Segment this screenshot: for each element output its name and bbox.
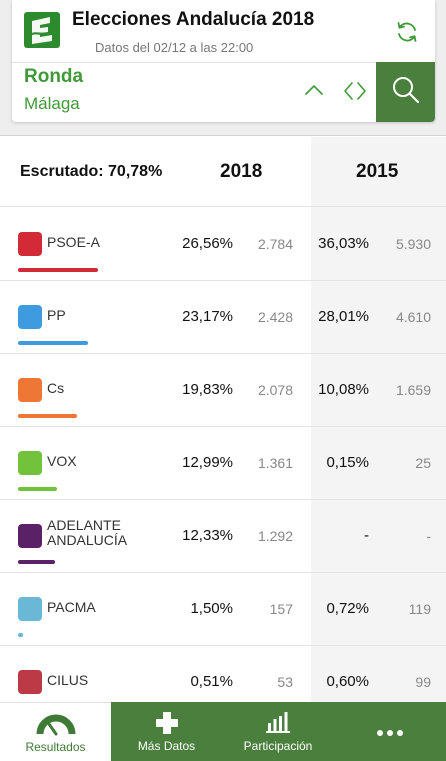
percent-2015: 28,01% — [318, 308, 369, 325]
party-row[interactable]: VOX 12,99% 1.361 0,15% 25 — [0, 427, 446, 500]
nav-resultados[interactable]: Resultados — [0, 702, 111, 761]
party-name: PSOE-A — [47, 234, 100, 250]
party-name: PP — [47, 307, 66, 323]
party-name: Cs — [47, 380, 65, 396]
votes-2018: 1.361 — [257, 455, 293, 471]
votes-2018: 53 — [277, 674, 293, 690]
code-arrows-icon[interactable] — [342, 78, 368, 104]
party-vote-bar — [18, 633, 23, 637]
nav-participacion[interactable]: Participación — [222, 702, 334, 761]
percent-2018: 0,51% — [190, 673, 233, 690]
votes-2015: 1.659 — [395, 382, 431, 398]
party-row[interactable]: ADELANTE ANDALUCÍA 12,33% 1.292 - - — [0, 500, 446, 573]
percent-2018: 26,56% — [182, 235, 233, 252]
escrutado-value: 70,78% — [108, 163, 163, 180]
bar-chart-icon — [265, 711, 291, 738]
party-color-swatch — [18, 524, 42, 548]
percent-2015: 0,15% — [326, 454, 369, 471]
chevron-up-icon[interactable] — [302, 78, 326, 102]
app-title: Elecciones Andalucía 2018 — [72, 9, 315, 30]
party-vote-bar — [18, 560, 55, 564]
party-color-swatch — [18, 451, 42, 475]
votes-2015: 25 — [415, 455, 431, 471]
percent-2015: 10,08% — [318, 381, 369, 398]
party-color-swatch — [18, 597, 42, 621]
votes-2018: 1.292 — [257, 528, 293, 544]
header-top: Elecciones Andalucía 2018 Datos del 02/1… — [12, 0, 435, 62]
refresh-icon[interactable] — [393, 18, 421, 46]
year-2018-header[interactable]: 2018 — [220, 161, 263, 182]
year-2015-header[interactable]: 2015 — [356, 161, 399, 182]
party-color-swatch — [18, 670, 42, 694]
percent-2015: 36,03% — [318, 235, 369, 252]
party-name: ADELANTE ANDALUCÍA — [47, 517, 128, 548]
votes-2018: 157 — [269, 601, 293, 617]
party-row[interactable]: Cs 19,83% 2.078 10,08% 1.659 — [0, 354, 446, 427]
percent-2018: 23,17% — [182, 308, 233, 325]
percent-2018: 19,83% — [182, 381, 233, 398]
percent-2015: - — [364, 527, 369, 544]
bottom-nav: Resultados Más Datos Participación — [0, 702, 446, 761]
party-vote-bar — [18, 341, 88, 345]
nav-label: Participación — [243, 739, 313, 753]
party-row[interactable]: PACMA 1,50% 157 0,72% 119 — [0, 573, 446, 646]
party-vote-bar — [18, 414, 77, 418]
party-color-swatch — [18, 232, 42, 256]
escrutado-summary: Escrutado: 70,78% — [20, 163, 162, 181]
votes-2015: 99 — [415, 674, 431, 690]
votes-2015: 4.610 — [395, 309, 431, 325]
location-province[interactable]: Málaga — [24, 94, 80, 113]
votes-2018: 2.078 — [257, 382, 293, 398]
party-row[interactable]: PP 23,17% 2.428 28,01% 4.610 — [0, 281, 446, 354]
votes-2018: 2.784 — [257, 236, 293, 252]
table-header: Escrutado: 70,78% 2018 2015 — [0, 137, 446, 207]
search-icon — [390, 74, 422, 111]
more-dots-icon — [376, 724, 404, 742]
party-name: VOX — [47, 453, 77, 469]
party-color-swatch — [18, 305, 42, 329]
percent-2015: 0,60% — [326, 673, 369, 690]
location-city[interactable]: Ronda — [24, 66, 84, 87]
header-card: Elecciones Andalucía 2018 Datos del 02/1… — [12, 0, 435, 122]
nav-more[interactable] — [334, 702, 446, 761]
gauge-icon — [36, 712, 76, 741]
party-vote-bar — [18, 487, 57, 491]
data-timestamp: Datos del 02/12 a las 22:00 — [95, 40, 254, 55]
nav-label: Más Datos — [137, 739, 196, 753]
plus-icon — [155, 711, 179, 740]
party-name: CILUS — [47, 672, 89, 688]
percent-2018: 1,50% — [190, 600, 233, 617]
nav-mas-datos[interactable]: Más Datos — [111, 702, 222, 761]
nav-label: Resultados — [25, 740, 86, 754]
percent-2018: 12,99% — [182, 454, 233, 471]
search-button[interactable] — [376, 62, 435, 122]
party-vote-bar — [18, 268, 98, 272]
party-color-swatch — [18, 378, 42, 402]
party-row[interactable]: PSOE-A 26,56% 2.784 36,03% 5.930 — [0, 208, 446, 281]
percent-2015: 0,72% — [326, 600, 369, 617]
percent-2018: 12,33% — [182, 527, 233, 544]
votes-2015: - — [426, 528, 431, 544]
votes-2018: 2.428 — [257, 309, 293, 325]
column-2015-background — [311, 137, 446, 702]
party-name: PACMA — [47, 599, 96, 615]
votes-2015: 5.930 — [395, 236, 431, 252]
votes-2015: 119 — [408, 601, 431, 617]
logo-icon — [24, 12, 60, 48]
header-divider — [12, 62, 435, 63]
escrutado-label: Escrutado: — [20, 163, 104, 180]
